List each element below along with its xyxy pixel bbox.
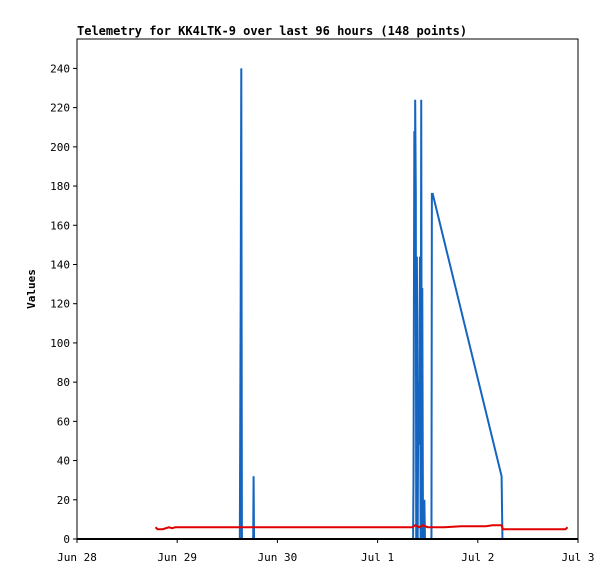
x-tick-label: Jun 30 bbox=[258, 551, 298, 564]
series-line-1 bbox=[238, 68, 504, 540]
y-tick-label: 120 bbox=[50, 298, 70, 311]
y-tick-label: 0 bbox=[63, 533, 70, 546]
x-tick-label: Jul 2 bbox=[461, 551, 494, 564]
series-layer bbox=[77, 68, 578, 540]
x-tick-label: Jul 3 bbox=[561, 551, 594, 564]
y-tick-label: 220 bbox=[50, 102, 70, 115]
x-axis: Jun 28 Jun 29 Jun 30 Jul 1 Jul 2 Jul 3 bbox=[57, 539, 595, 564]
y-axis: 0 20 40 60 80 100 120 140 160 180 200 220 240 bbox=[50, 62, 77, 546]
y-tick-label: 140 bbox=[50, 258, 70, 271]
plot-frame bbox=[76, 38, 579, 540]
y-tick-label: 160 bbox=[50, 219, 70, 232]
y-tick-label: 60 bbox=[57, 415, 70, 428]
y-tick-label: 100 bbox=[50, 337, 70, 350]
y-tick-label: 180 bbox=[50, 180, 70, 193]
x-tick-label: Jun 29 bbox=[157, 551, 197, 564]
y-tick-label: 200 bbox=[50, 141, 70, 154]
x-tick-label: Jun 28 bbox=[57, 551, 97, 564]
y-tick-label: 240 bbox=[50, 62, 70, 75]
y-tick-label: 20 bbox=[57, 494, 70, 507]
x-tick-label: Jul 1 bbox=[361, 551, 394, 564]
chart-title: Telemetry for KK4LTK-9 over last 96 hour… bbox=[77, 24, 467, 38]
y-axis-label: Values bbox=[25, 269, 38, 309]
y-tick-label: 40 bbox=[57, 455, 70, 468]
y-tick-label: 80 bbox=[57, 376, 70, 389]
series-line-2 bbox=[154, 524, 569, 531]
